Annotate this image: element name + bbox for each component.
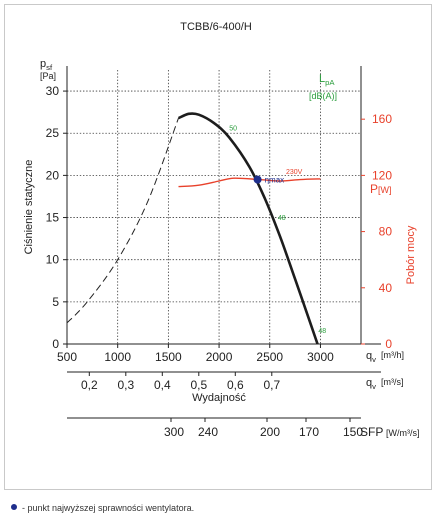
sfp-tick-label-0: 300 <box>164 425 184 439</box>
curve-clip-group <box>67 112 321 344</box>
power-axis-symbol: P <box>370 182 378 196</box>
sfp-tick-label-1: 240 <box>198 425 218 439</box>
y-axis-label: Ciśnienie statyczne <box>23 160 35 255</box>
x-axis-label: Wydajność <box>192 392 246 404</box>
sound-annotation-1: 48 <box>278 215 286 222</box>
x2-axis-unit: [m³/s] <box>381 377 404 387</box>
curves <box>67 112 321 344</box>
sfp-tick-label-3: 170 <box>299 425 319 439</box>
y-axis-unit: [Pa] <box>40 71 56 81</box>
y-tick-label-5: 5 <box>52 295 59 309</box>
power-annotation: 230V <box>286 169 303 176</box>
sound-unit: [dB(A)] <box>309 91 337 101</box>
y-tick-label-30: 30 <box>46 84 60 98</box>
x2-tick-label-5: 0,7 <box>263 378 280 392</box>
x-axis-unit: [m³/h] <box>381 350 404 360</box>
y-tick-label-25: 25 <box>46 126 60 140</box>
legend-dot-icon <box>11 504 17 510</box>
x-tick-label-2500: 2500 <box>256 350 283 364</box>
x-tick-label-1500: 1500 <box>155 350 182 364</box>
x2-axis-symbol: qv <box>366 377 376 391</box>
axes <box>63 66 381 422</box>
pressure-curve <box>177 112 319 344</box>
sound-annotation-2: 48 <box>318 328 326 335</box>
x2-tick-label-3: 0,5 <box>190 378 207 392</box>
sound-symbol: LpA <box>319 73 335 87</box>
power-axis-unit: [W] <box>378 185 392 195</box>
sound-annotation-0: 50 <box>229 126 237 133</box>
power-curve <box>178 177 321 188</box>
legend-note: - punkt najwyższej sprawności wentylator… <box>22 503 194 513</box>
power-axis-label: Pobór mocy <box>405 225 417 284</box>
x-tick-label-500: 500 <box>57 350 77 364</box>
y-tick-label-10: 10 <box>46 253 60 267</box>
labels: TCBB/6-400/H 0 5 10 15 20 25 30 psf[Pa] Ciśnienie… <box>11 21 420 513</box>
x-tick-label-2000: 2000 <box>206 350 233 364</box>
x2-tick-label-4: 0,6 <box>227 378 244 392</box>
power-tick-label-0: 0 <box>385 337 392 351</box>
x2-tick-label-0: 0,2 <box>81 378 98 392</box>
y-axis-symbol: psf <box>40 58 53 72</box>
x2-tick-label-1: 0,3 <box>117 378 134 392</box>
sfp-tick-label-2: 200 <box>260 425 280 439</box>
grid-lines <box>66 70 361 344</box>
y-tick-label-20: 20 <box>46 168 60 182</box>
chart-frame <box>4 4 432 490</box>
eta-max-point <box>253 175 262 184</box>
sfp-unit: [W/m³/s] <box>386 428 420 438</box>
x2-tick-label-2: 0,4 <box>154 378 171 392</box>
x-tick-label-1000: 1000 <box>104 350 131 364</box>
power-tick-label-160: 160 <box>372 112 392 126</box>
pressure-curve-dashed <box>67 117 179 324</box>
power-tick-label-40: 40 <box>379 281 393 295</box>
power-tick-label-80: 80 <box>379 225 393 239</box>
chart-title: TCBB/6-400/H <box>180 21 252 33</box>
power-tick-label-120: 120 <box>372 168 392 182</box>
x-tick-label-3000: 3000 <box>307 350 334 364</box>
eta-max-label: ηmax <box>265 176 285 185</box>
y-tick-label-0: 0 <box>52 337 59 351</box>
sfp-label: SFP <box>360 425 383 439</box>
y-tick-label-15: 15 <box>46 211 60 225</box>
x-axis-symbol: qv <box>366 350 376 364</box>
sfp-tick-label-4: 150 <box>343 425 363 439</box>
